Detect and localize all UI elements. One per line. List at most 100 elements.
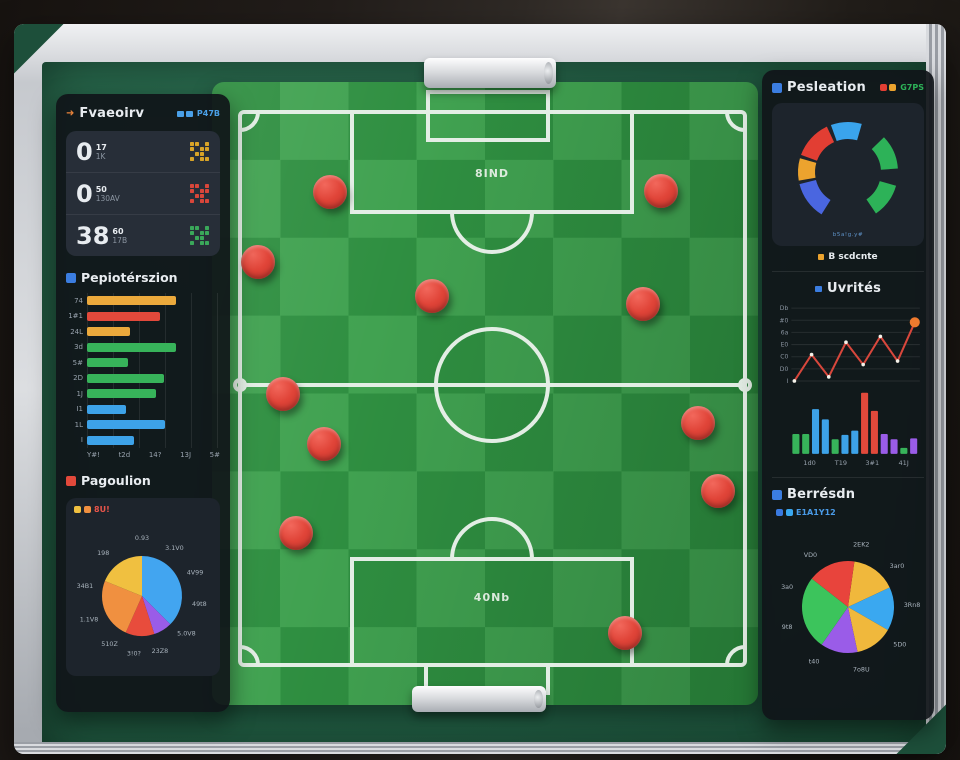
pixel [200,240,204,245]
pixel-grid-icon [190,141,209,161]
pixel [195,193,199,198]
chart-line-icon [814,285,822,292]
pixel [205,240,209,245]
pixel [200,230,204,235]
trend-point [809,352,814,357]
hbar-bar [87,358,129,368]
x-tick-label: 41J [898,459,908,467]
left-stats-panel: ➜ Fvaeoirv P47B 0 17 1K 0 50 1 [56,94,230,712]
bar-section-header: Pepiotérszion [66,270,220,285]
x-tick-label: 13J [180,451,192,459]
pixel [190,156,194,161]
x-tick-label: 14? [148,451,162,459]
center-circle [434,327,550,443]
y-tick-label: E0 [781,342,789,349]
pie-slice [848,587,895,630]
pixel-grid-icon [190,225,209,245]
halfway-mark-left [233,378,247,392]
pixel [200,146,204,151]
stat-aux: 60 17B [112,227,127,246]
pixel [195,235,199,240]
donut-caption: B scdcnte [772,252,924,262]
trend-end-point [909,317,920,328]
pixel [190,230,194,235]
player-magnet[interactable] [266,377,300,411]
legend-swatch [74,506,81,513]
x-tick-label: 1d0 [803,459,816,467]
bar-section-title: Pepiotérszion [81,270,178,285]
goal-box-top [426,90,550,142]
y-tick-label: I [787,378,789,385]
line-section-header: Uvrités [772,281,924,296]
legend-swatch [84,506,91,513]
trend-line [793,321,916,382]
player-magnet[interactable] [279,516,313,550]
player-magnet[interactable] [608,616,642,650]
pie-slice [848,561,890,607]
pie-outer-label: VD0 [804,551,817,559]
player-magnet[interactable] [415,279,449,313]
hbar-category-label: 1L [74,420,83,429]
donut-segment [871,137,898,170]
board-clamp-top [424,58,556,88]
hbar-bar [87,296,177,306]
hbar-bar [87,373,165,383]
hbar-track [87,432,220,448]
y-tick-label: Db [780,305,789,312]
chart-donut-icon [772,82,782,93]
pie-outer-label: 5D0 [893,641,906,649]
bar [910,438,918,454]
pixel [205,188,209,193]
hbar-bar [87,342,177,352]
line-and-bar-chart: Db #0 6a E0 C0 D0 I 1d0 T19 3#1 41J [779,305,920,467]
hbar-track [87,308,220,324]
y-tick-label: C0 [780,354,788,361]
y-tick-label: #0 [779,317,788,324]
penalty-arc-bottom [450,517,534,560]
player-magnet[interactable] [701,474,735,508]
stat-superscript: 17 [95,142,107,152]
player-magnet[interactable] [241,245,275,279]
board-clamp-bottom [412,686,546,712]
pixel [200,235,204,240]
pixel-grid-icon [190,183,209,203]
hbar-row: 5# [66,355,220,371]
pixel [205,230,209,235]
pixel [205,225,209,230]
pie-outer-label: 3ar0 [890,562,905,570]
hbar-track [87,386,220,402]
pie-outer-label: t40 [809,657,820,665]
trend-point [826,375,831,379]
player-magnet[interactable] [313,175,347,209]
bar [900,447,908,454]
player-magnet[interactable] [307,427,341,461]
trend-point [844,340,848,345]
x-tick-label: 5# [209,451,220,459]
player-magnet[interactable] [644,174,678,208]
pie-outer-label: 510Z [101,640,118,648]
legend-swatch [889,84,897,91]
left-panel-legend: P47B [176,109,220,118]
pixel [195,151,199,156]
pie-chart-legend: 8U! [66,505,220,514]
penalty-area-top [350,110,634,214]
pie-slice [848,607,888,652]
corner-arc [725,111,746,132]
pie-slice [802,578,848,645]
hbar-track [87,401,220,417]
pixel [190,225,194,230]
hbar-category-label: 24L [70,327,83,336]
hbar-category-label: 3d [74,343,83,352]
pixel [205,183,209,188]
bar [880,434,888,454]
pixel [200,156,204,161]
pixel [205,198,209,203]
pitch-label-top: 8IND [475,167,509,180]
soccer-pitch: 8IND 40Nb [212,82,758,705]
pie-slice [142,596,171,635]
player-magnet[interactable] [681,406,715,440]
player-magnet[interactable] [626,287,660,321]
hbar-category-label: I1 [76,405,83,414]
pixel [190,183,194,188]
